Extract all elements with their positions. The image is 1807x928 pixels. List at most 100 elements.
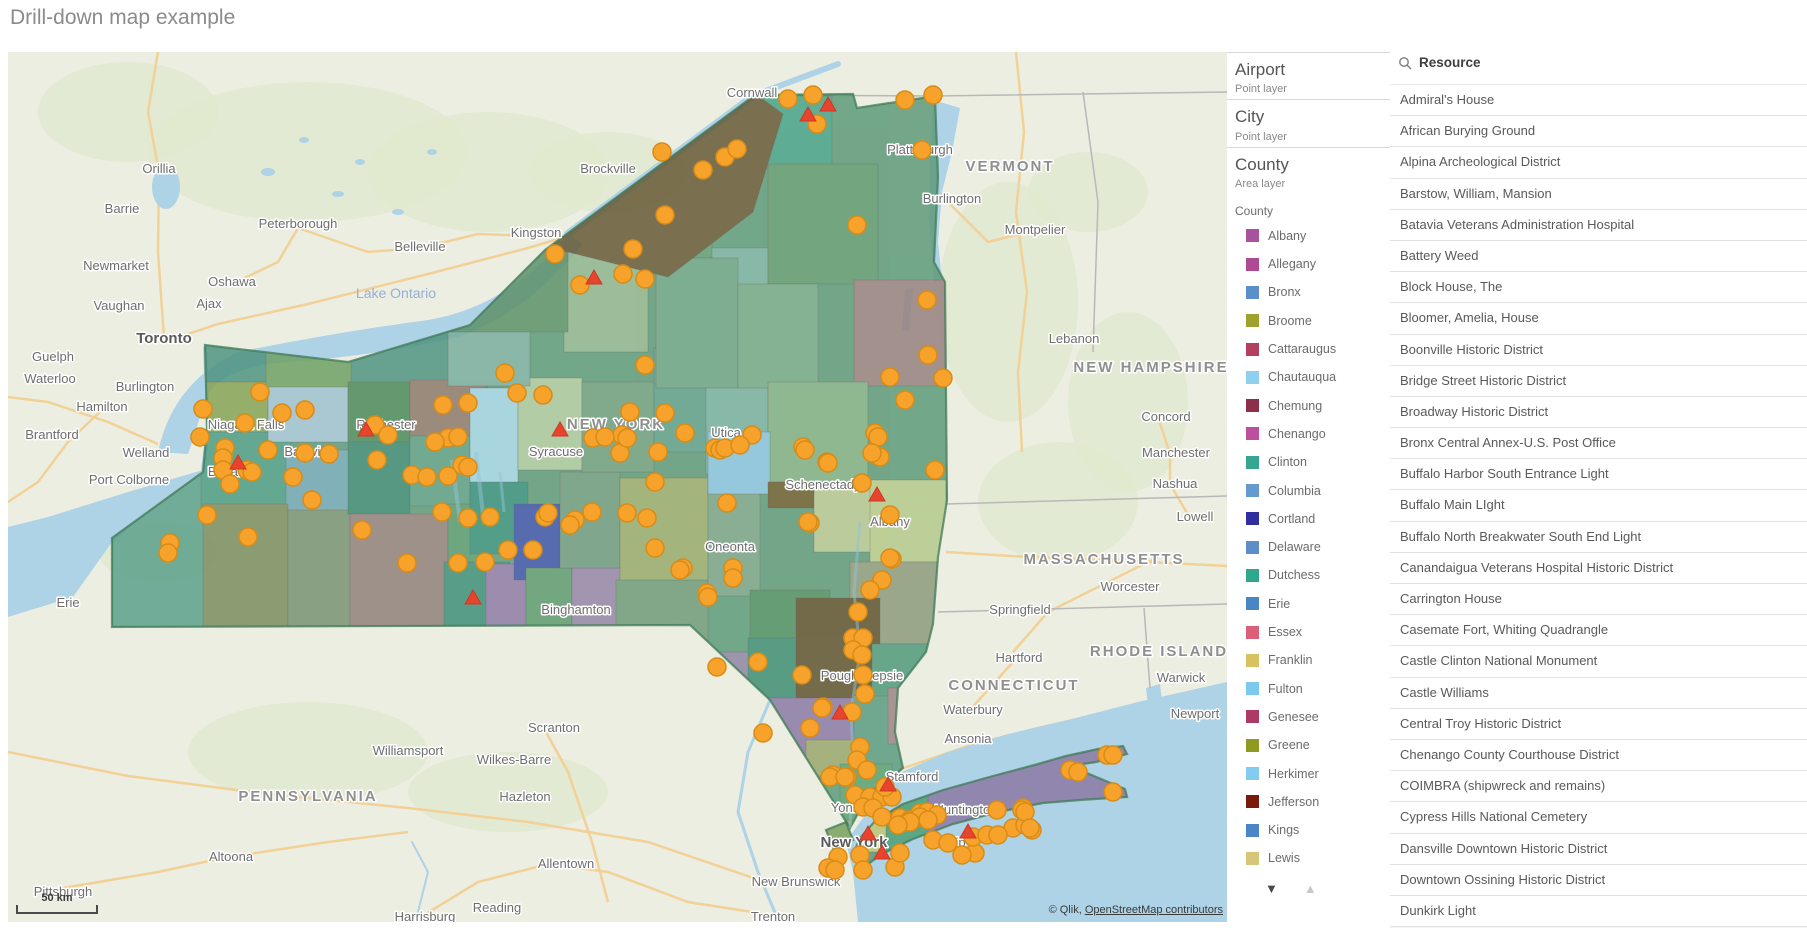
city-point[interactable] [623,239,643,259]
legend-county-item[interactable]: Erie [1227,590,1390,618]
resource-list-item[interactable]: COIMBRA (shipwreck and remains) [1390,771,1807,803]
county-area[interactable] [767,481,815,509]
legend-county-item[interactable]: Jefferson [1227,788,1390,816]
city-point[interactable] [432,502,452,522]
city-point[interactable] [655,205,675,225]
city-point[interactable] [645,472,665,492]
city-point[interactable] [1068,762,1088,782]
city-point[interactable] [670,560,690,580]
city-point[interactable] [792,665,812,685]
city-point[interactable] [675,423,695,443]
city-point[interactable] [825,860,845,880]
city-point[interactable] [917,290,937,310]
legend-county-item[interactable]: Greene [1227,731,1390,759]
county-area[interactable] [525,567,573,628]
legend-county-item[interactable]: Broome [1227,307,1390,335]
airport-point[interactable] [464,588,482,605]
city-point[interactable] [538,503,558,523]
city-point[interactable] [655,403,675,423]
legend-county-item[interactable]: Chautauqua [1227,363,1390,391]
resource-list-item[interactable]: Bronx Central Annex-U.S. Post Office [1390,428,1807,460]
legend-county-item[interactable]: Franklin [1227,646,1390,674]
city-point[interactable] [158,543,178,563]
city-point[interactable] [912,140,932,160]
resource-list-item[interactable]: Casemate Fort, Whiting Quadrangle [1390,615,1807,647]
city-point[interactable] [872,807,892,827]
resource-list-item[interactable]: Dunkirk Light [1390,896,1807,928]
resource-list-item[interactable]: Castle Williams [1390,678,1807,709]
resource-list-item[interactable]: Downtown Ossining Historic District [1390,865,1807,896]
city-point[interactable] [818,453,838,473]
airport-point[interactable] [859,824,877,841]
city-point[interactable] [242,462,262,482]
city-point[interactable] [220,474,240,494]
city-point[interactable] [895,90,915,110]
city-point[interactable] [835,767,855,787]
city-point[interactable] [617,428,637,448]
city-point[interactable] [319,444,339,464]
county-area[interactable] [767,381,869,483]
city-point[interactable] [235,413,255,433]
legend-layer-airport[interactable]: Airport Point layer [1227,52,1390,99]
legend-county-item[interactable]: Albany [1227,222,1390,250]
legend-county-item[interactable]: Columbia [1227,476,1390,504]
airport-point[interactable] [873,843,891,860]
scroll-up-icon[interactable]: ▲ [1303,880,1317,896]
city-point[interactable] [803,85,823,105]
city-point[interactable] [857,760,877,780]
airport-point[interactable] [959,822,977,839]
legend-county-item[interactable]: Kings [1227,816,1390,844]
legend-county-item[interactable]: Clinton [1227,448,1390,476]
county-area[interactable] [813,487,877,553]
city-point[interactable] [507,383,527,403]
resource-list-item[interactable]: Bridge Street Historic District [1390,366,1807,397]
city-point[interactable] [847,215,867,235]
city-point[interactable] [197,505,217,525]
city-point[interactable] [800,718,820,738]
resource-list-item[interactable]: Broadway Historic District [1390,397,1807,429]
city-point[interactable] [730,435,750,455]
city-point[interactable] [778,89,798,109]
city-point[interactable] [367,450,387,470]
airport-point[interactable] [799,105,817,122]
city-point[interactable] [798,512,818,532]
city-point[interactable] [438,466,458,486]
city-point[interactable] [425,432,445,452]
city-point[interactable] [918,345,938,365]
legend-county-item[interactable]: Dutchess [1227,561,1390,589]
resource-list-item[interactable]: Block House, The [1390,272,1807,304]
resource-list-item[interactable]: Buffalo Harbor South Entrance Light [1390,459,1807,491]
city-point[interactable] [617,503,637,523]
airport-point[interactable] [229,453,247,470]
city-point[interactable] [880,548,900,568]
resource-list-item[interactable]: Boonville Historic District [1390,335,1807,366]
city-point[interactable] [458,393,478,413]
city-point[interactable] [988,825,1008,845]
city-point[interactable] [193,399,213,419]
resource-list-item[interactable]: Buffalo Main LIght [1390,490,1807,522]
city-point[interactable] [753,723,773,743]
city-point[interactable] [923,85,943,105]
legend-county-item[interactable]: Lewis [1227,844,1390,872]
city-point[interactable] [890,843,910,863]
city-point[interactable] [812,698,832,718]
city-point[interactable] [727,139,747,159]
city-point[interactable] [880,367,900,387]
city-point[interactable] [378,425,398,445]
county-area[interactable] [202,503,289,628]
airport-point[interactable] [585,268,603,285]
county-area[interactable] [619,477,709,583]
resource-list-item[interactable]: Central Troy Historic District [1390,709,1807,740]
city-point[interactable] [480,507,500,527]
resource-list-item[interactable]: Chenango County Courthouse District [1390,740,1807,772]
city-point[interactable] [880,505,900,525]
airport-point[interactable] [551,420,569,437]
city-point[interactable] [238,527,258,547]
city-point[interactable] [595,427,615,447]
resource-list-item[interactable]: Buffalo North Breakwater South End Light [1390,522,1807,553]
city-point[interactable] [693,160,713,180]
city-point[interactable] [458,508,478,528]
city-point[interactable] [938,833,958,853]
legend-county-item[interactable]: Chemung [1227,392,1390,420]
city-point[interactable] [648,442,668,462]
